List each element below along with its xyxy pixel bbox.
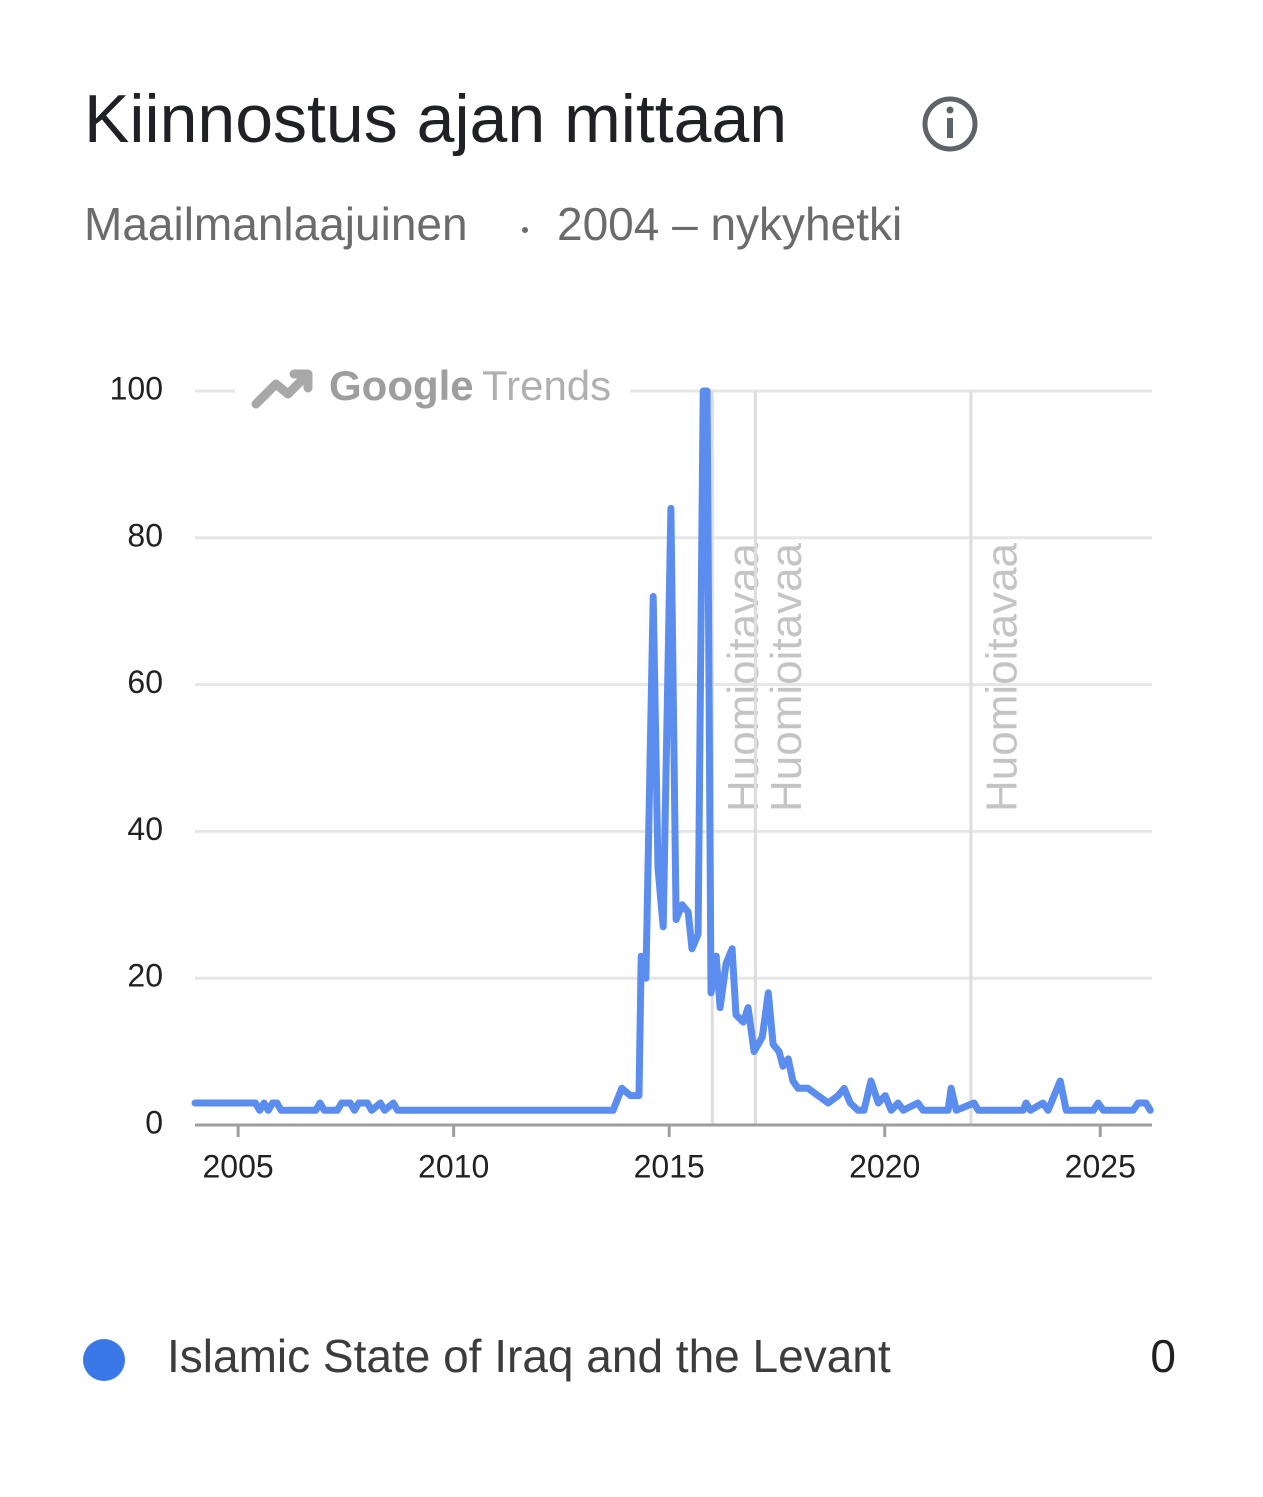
y-tick-label: 20 xyxy=(127,958,163,994)
info-bar xyxy=(947,118,953,138)
series-line xyxy=(191,387,1154,1114)
watermark: Google Trends xyxy=(235,360,630,420)
watermark-trends: Trends xyxy=(482,362,611,409)
legend-label: Islamic State of Iraq and the Levant xyxy=(167,1330,891,1382)
y-tick-label: 0 xyxy=(145,1104,163,1140)
y-tick-label: 80 xyxy=(127,517,163,553)
watermark-google: Google xyxy=(329,362,474,409)
x-tick-label: 2005 xyxy=(203,1148,274,1184)
x-tick-label: 2015 xyxy=(634,1148,705,1184)
y-tick-label: 100 xyxy=(110,370,163,406)
legend-value: 0 xyxy=(1150,1330,1176,1382)
info-icon[interactable] xyxy=(922,96,978,152)
separator-dot xyxy=(522,227,528,233)
x-tick-label: 2010 xyxy=(418,1148,489,1184)
info-circle xyxy=(922,96,978,152)
watermark-icon xyxy=(251,369,313,409)
x-tick-label: 2025 xyxy=(1065,1148,1136,1184)
subtitle-region: Maailmanlaajuinen xyxy=(84,198,468,250)
y-tick-label: 60 xyxy=(127,664,163,700)
subtitle-period: 2004 – nykyhetki xyxy=(557,198,902,250)
annotation-label: Huomioitavaa xyxy=(978,542,1027,812)
x-tick-label: 2020 xyxy=(849,1148,920,1184)
info-dot xyxy=(946,106,954,114)
annotation-label: Huomioitavaa xyxy=(762,542,811,812)
legend-item[interactable]: Islamic State of Iraq and the Levant 0 xyxy=(83,1330,1176,1382)
annotation-label: Huomioitavaa xyxy=(719,542,768,812)
y-tick-label: 40 xyxy=(127,811,163,847)
chart-title: Kiinnostus ajan mittaan xyxy=(84,81,787,157)
legend-swatch xyxy=(83,1339,125,1381)
legend: Islamic State of Iraq and the Levant 0 xyxy=(83,1330,1176,1382)
